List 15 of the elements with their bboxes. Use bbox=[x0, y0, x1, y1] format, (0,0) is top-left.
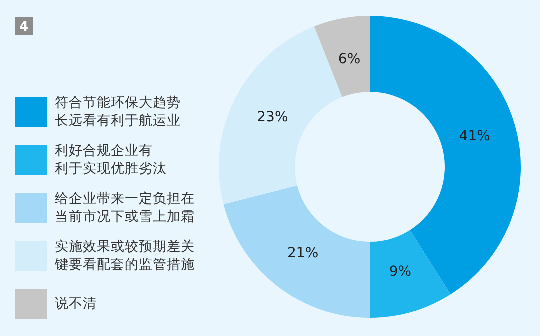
legend-label: 给企业带来一定负担在当前市况下或雪上加霜 bbox=[55, 191, 195, 225]
data-label: 41% bbox=[459, 128, 490, 145]
donut-slice bbox=[370, 230, 451, 318]
legend-label: 说不清 bbox=[55, 296, 97, 312]
data-label: 6% bbox=[338, 52, 361, 68]
text: 4 bbox=[19, 20, 29, 35]
data-label: 9% bbox=[389, 264, 412, 280]
legend-label: 实施效果或较预期差关键要看配套的监管措施 bbox=[54, 239, 195, 273]
data-label: 21% bbox=[288, 245, 319, 262]
donut-slice bbox=[370, 16, 521, 294]
donut-slice bbox=[224, 186, 370, 318]
donut-slice bbox=[314, 16, 370, 98]
data-label: 23% bbox=[257, 109, 288, 126]
legend-label: 符合节能环保大趋势长远看有利于航运业 bbox=[55, 95, 181, 129]
legend-label: 利好合规企业有利于实现优胜劣汰 bbox=[55, 143, 167, 177]
